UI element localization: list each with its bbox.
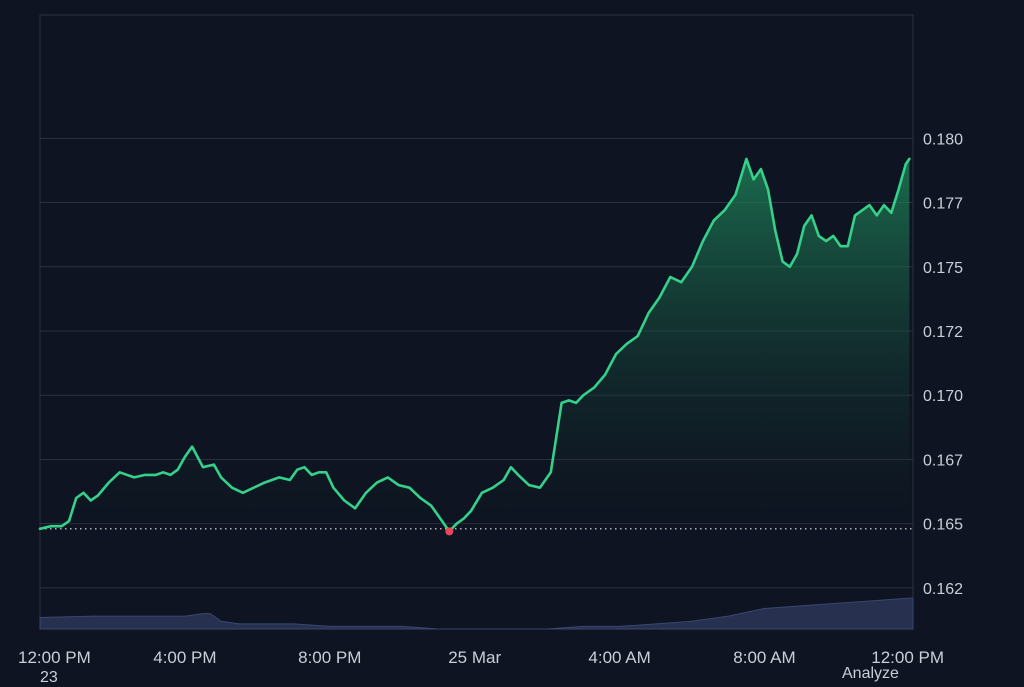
y-tick-label: 0.180 [923,131,963,148]
analyze-link[interactable]: Analyze [842,665,899,682]
y-axis: 0.180 0.177 0.175 0.172 0.170 0.167 0.165 0.162 [923,131,963,598]
x-tick-label: 12:00 PM [871,648,944,667]
x-axis: 12:00 PM 4:00 PM 8:00 PM 25 Mar 4:00 AM 8:00 … [18,648,944,667]
x-tick-label: 12:00 PM [18,648,91,667]
x-tick-label: 8:00 AM [733,648,795,667]
volume-area [39,597,914,630]
y-tick-label: 0.167 [923,452,963,469]
x-tick-label: 4:00 PM [153,648,216,667]
x-tick-label: 8:00 PM [298,648,361,667]
x-tick-label: 25 Mar [448,648,501,667]
y-tick-label: 0.177 [923,196,963,213]
y-tick-label: 0.170 [923,388,963,405]
footer-left-label: 23 [40,669,58,686]
y-tick-label: 0.165 [923,517,963,534]
y-tick-label: 0.175 [923,260,963,277]
price-area-fill [40,158,910,532]
y-tick-label: 0.162 [923,581,963,598]
volume-shape [39,597,914,630]
price-line [38,157,911,533]
price-area [40,158,910,532]
low-point-dot [445,527,454,536]
low-point-marker [445,527,454,536]
price-line-path [38,157,911,533]
y-tick-label: 0.172 [923,324,963,341]
x-tick-label: 4:00 AM [588,648,650,667]
